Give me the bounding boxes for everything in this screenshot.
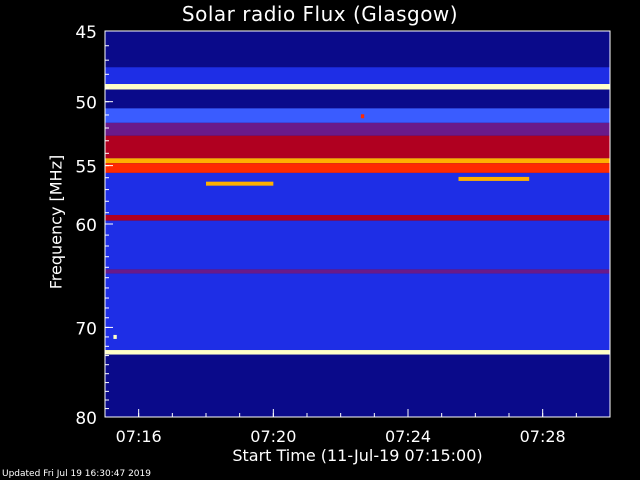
y-tick-label: 70 xyxy=(75,319,97,339)
spectrum-band xyxy=(105,108,610,123)
x-tick-label: 07:28 xyxy=(520,427,566,446)
spectrum-band xyxy=(105,122,610,136)
x-tick-label: 07:24 xyxy=(385,427,431,446)
spectrum-band xyxy=(105,89,610,109)
updated-timestamp: Updated Fri Jul 19 16:30:47 2019 xyxy=(2,469,151,479)
spectrum-band xyxy=(105,350,610,355)
y-tick-label: 50 xyxy=(75,94,97,114)
burst-mark xyxy=(113,334,117,339)
y-tick-label: 45 xyxy=(75,23,97,43)
chart-title: Solar radio Flux (Glasgow) xyxy=(181,2,459,26)
spectrum-band xyxy=(105,273,610,351)
spectrum-band xyxy=(105,84,610,90)
spectrum-band xyxy=(105,31,610,68)
spectrum-band xyxy=(105,354,610,417)
y-axis-label: Frequency [MHz] xyxy=(46,154,66,290)
spectrum-band xyxy=(105,67,610,85)
spectrum-band xyxy=(105,163,610,173)
spectrum-band xyxy=(105,158,610,164)
x-tick-label: 07:16 xyxy=(116,427,162,446)
burst-mark xyxy=(206,181,274,186)
y-tick-label: 80 xyxy=(75,409,97,429)
spectrum-band xyxy=(105,220,610,270)
spectrum-band xyxy=(105,214,610,221)
burst-mark xyxy=(458,176,530,181)
y-tick-label: 60 xyxy=(75,216,97,236)
burst-mark xyxy=(360,114,365,119)
x-axis-label: Start Time (11-Jul-19 07:15:00) xyxy=(232,446,483,465)
spectrum-band xyxy=(105,269,610,274)
y-tick-label: 55 xyxy=(75,158,97,178)
spectrum-band xyxy=(105,172,610,215)
x-tick-label: 07:20 xyxy=(250,427,296,446)
spectrum-band xyxy=(105,135,610,159)
